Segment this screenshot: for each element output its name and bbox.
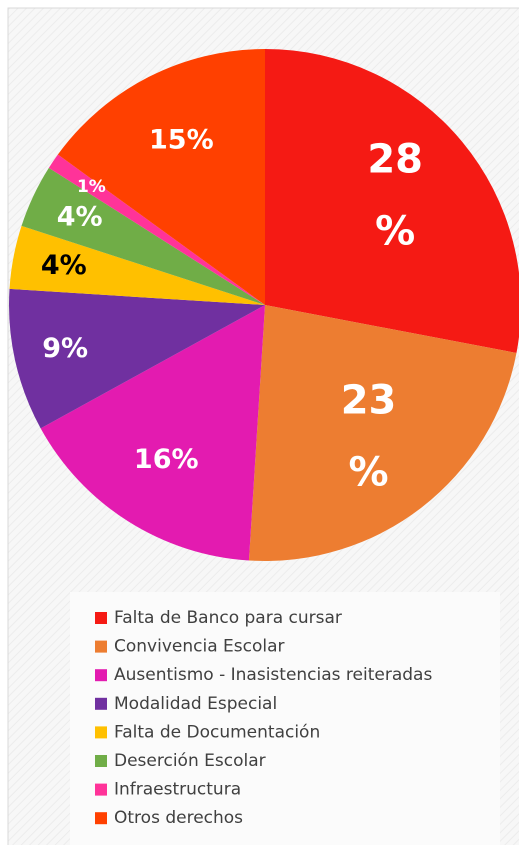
value-label: 23% <box>341 378 397 496</box>
legend-label: Deserción Escolar <box>114 751 266 771</box>
value-label: 15% <box>149 124 214 155</box>
pie-slice <box>21 167 266 305</box>
pie-slice <box>57 49 266 305</box>
legend-swatch <box>95 755 107 767</box>
legend-swatch <box>95 640 107 653</box>
legend-label: Falta de Banco para cursar <box>114 608 342 628</box>
value-label: 9% <box>42 333 88 364</box>
legend: Falta de Banco para cursar Convivencia Es… <box>95 608 432 828</box>
legend-label: Modalidad Especial <box>114 694 277 714</box>
legend-swatch <box>95 812 107 825</box>
pie-slice <box>9 288 266 429</box>
pie-slice <box>265 49 519 353</box>
value-label: 4% <box>57 201 103 232</box>
legend-swatch <box>95 783 107 796</box>
legend-swatch <box>95 726 107 739</box>
value-label: 16% <box>134 444 199 475</box>
pie-slice <box>40 305 265 561</box>
legend-swatch <box>95 669 107 682</box>
pie-slice <box>48 154 265 305</box>
legend-label: Falta de Documentación <box>114 722 320 742</box>
legend-background <box>70 592 500 845</box>
value-labels: 28 % 23 % 16% 9% 4% 4% 1% 15% <box>41 124 423 495</box>
pie-slice <box>9 225 265 305</box>
legend-label: Infraestructura <box>114 780 241 800</box>
value-label: 28% <box>367 136 423 254</box>
legend-swatch <box>95 697 107 710</box>
legend-swatch <box>95 612 107 624</box>
legend-label: Ausentismo - Inasistencias reiteradas <box>114 665 432 685</box>
value-label: 4% <box>41 250 87 281</box>
legend-label: Otros derechos <box>114 808 243 828</box>
legend-label: Convivencia Escolar <box>114 637 285 657</box>
value-label: 1% <box>77 177 106 197</box>
pie-slice <box>248 305 517 561</box>
pie <box>9 49 519 561</box>
